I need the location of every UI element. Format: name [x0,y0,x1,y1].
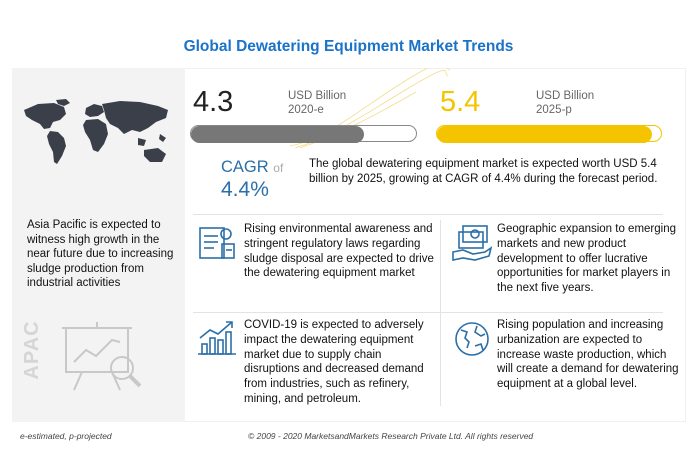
year-2025: 2025-p [536,104,572,116]
unit-2025: USD Billion [536,90,595,102]
bar-2025-track [436,125,662,143]
value-2020: 4.3 [193,86,234,118]
footer-copyright: © 2009 - 2020 MarketsandMarkets Research… [248,431,534,441]
market-summary: The global dewatering equipment market i… [309,158,658,185]
cagr-of-text: of [273,161,284,175]
cagr-label: CAGR of [221,158,283,177]
money-hand-icon [452,225,493,261]
point-urbanization: Rising population and increasing urbaniz… [497,319,679,391]
presentation-board-icon [62,322,142,391]
apac-description: Asia Pacific is expected to witness high… [27,219,174,289]
point-expansion: Geographic expansion to emerging markets… [497,223,677,295]
growth-chart-icon [198,321,236,355]
bar-2020-fill [191,126,365,143]
footer-note: e-estimated, p-projected [20,431,112,441]
divider-horizontal-2 [193,312,663,313]
page-title: Global Dewatering Equipment Market Trend… [183,38,514,55]
divider-vertical [440,220,441,406]
world-map-icon [24,99,168,164]
unit-2020: USD Billion [288,90,347,102]
divider-horizontal-1 [193,214,663,215]
cagr-label-text: CAGR [221,158,269,176]
point-covid: COVID-19 is expected to adversely impact… [244,319,424,405]
year-2020: 2020-e [288,104,324,116]
regulation-icon [199,227,235,259]
globe-icon [455,322,489,356]
point-regulation: Rising environmental awareness and strin… [244,223,434,280]
value-2025: 5.4 [440,86,481,118]
apac-label: APAC [20,320,43,380]
bar-2025-fill [437,126,653,143]
bar-2020-track [190,125,417,143]
cagr-value: 4.4% [221,178,269,201]
